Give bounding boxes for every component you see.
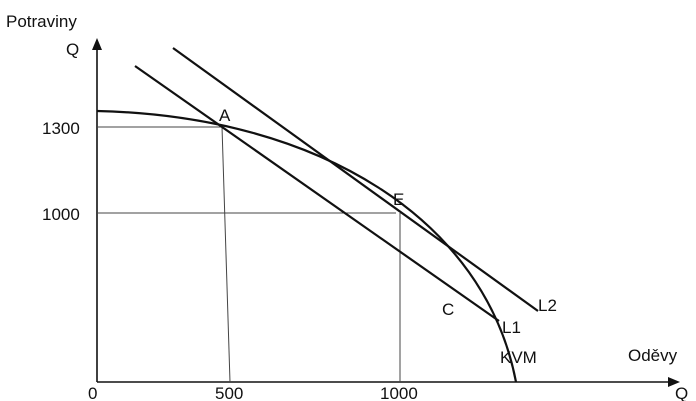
point-c-label: C	[442, 300, 454, 319]
x-axis-title: Oděvy	[628, 346, 678, 365]
origin-label: 0	[88, 384, 97, 401]
x-tick-1000: 1000	[380, 384, 418, 401]
x-axis-arrow-icon	[668, 377, 680, 387]
y-axis-title: Potraviny	[6, 12, 77, 31]
kvm-curve	[96, 109, 518, 383]
y-tick-1000: 1000	[42, 205, 80, 224]
l2-label: L2	[538, 296, 557, 315]
l1-line	[134, 65, 500, 322]
y-axis-symbol: Q	[66, 40, 79, 59]
y-tick-1300: 1300	[42, 119, 80, 138]
l2-line	[172, 47, 539, 312]
guide-v-500	[221, 126, 231, 383]
x-axis-symbol: Q	[675, 384, 688, 401]
y-axis-arrow-icon	[92, 38, 102, 50]
l1-label: L1	[502, 318, 521, 337]
point-a-label: A	[219, 106, 231, 125]
point-e-label: E	[393, 190, 404, 209]
x-tick-500: 500	[215, 384, 243, 401]
kvm-label: KVM	[500, 348, 537, 367]
